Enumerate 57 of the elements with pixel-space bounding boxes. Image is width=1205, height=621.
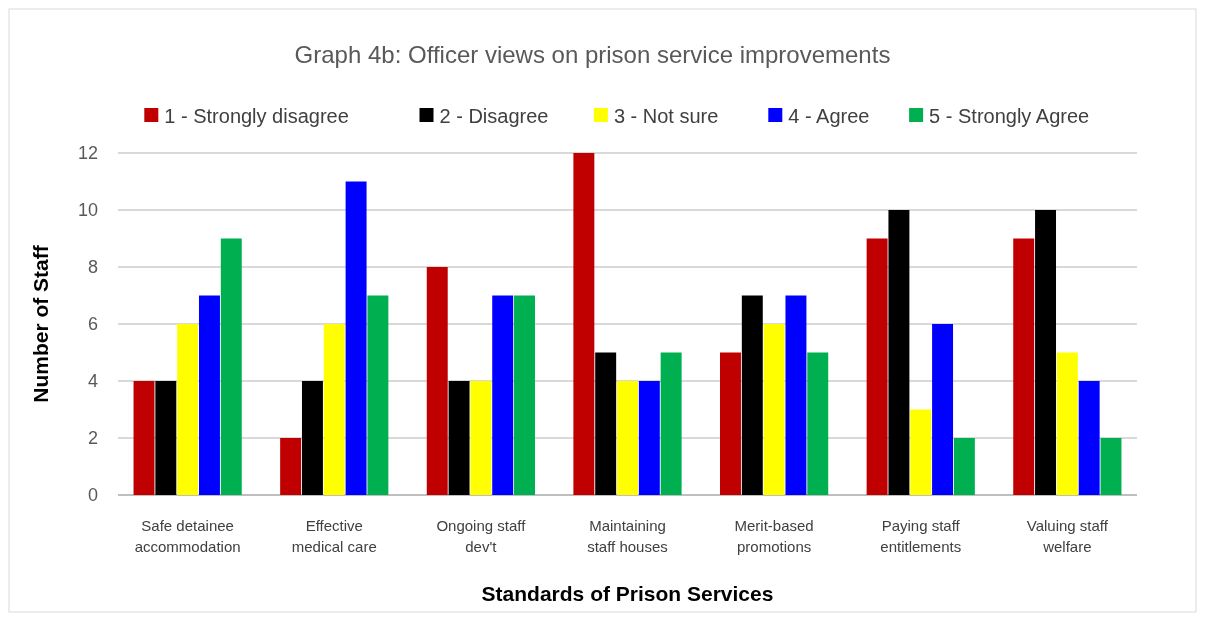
bar xyxy=(1100,438,1122,495)
y-tick-label: 2 xyxy=(87,428,98,449)
y-tick-label: 0 xyxy=(87,485,98,506)
bar xyxy=(660,352,682,495)
legend-label: 4 - Agree xyxy=(788,105,870,127)
legend-label: 5 - Strongly Agree xyxy=(929,105,1090,127)
x-tick-label: Safe detainee accommodation xyxy=(134,517,241,555)
bar xyxy=(617,381,638,495)
bar xyxy=(367,295,389,495)
bar xyxy=(807,352,829,495)
bar xyxy=(426,267,448,495)
bar xyxy=(1013,238,1035,495)
bar xyxy=(198,295,220,495)
bar xyxy=(595,352,617,495)
x-axis-title: Standards of Prison Services xyxy=(481,582,774,605)
bar xyxy=(470,381,492,495)
bar xyxy=(133,381,155,495)
bar xyxy=(638,381,660,495)
bar xyxy=(448,381,470,495)
y-tick-label: 6 xyxy=(87,314,98,335)
x-tick-label: Effective medical care xyxy=(291,517,377,555)
y-axis-title: Number of Staff xyxy=(29,244,52,403)
bar xyxy=(301,381,323,495)
chart-title: Graph 4b: Officer views on prison service improvements xyxy=(294,41,891,68)
x-tick-label: Paying staff entitlements xyxy=(880,517,962,555)
bar xyxy=(720,352,741,495)
y-tick-label: 10 xyxy=(77,200,98,221)
bar xyxy=(741,295,763,495)
bar xyxy=(785,295,807,495)
bar xyxy=(1078,381,1100,495)
bar xyxy=(953,438,975,495)
bar xyxy=(932,324,954,495)
bar xyxy=(573,153,595,495)
bar xyxy=(866,238,888,495)
legend-label: 2 - Disagree xyxy=(439,105,549,127)
bar xyxy=(888,210,910,495)
bar xyxy=(345,181,367,495)
y-tick-label: 8 xyxy=(87,257,98,278)
y-tick-label: 4 xyxy=(87,371,98,392)
x-tick-label: Ongoing staff dev't xyxy=(436,517,527,555)
x-tick-label: Merit-based promotions xyxy=(734,517,814,555)
x-tick-label: Maintaining staff houses xyxy=(587,517,668,555)
bar xyxy=(763,324,785,495)
x-tick-label: Valuing staff welfare xyxy=(1026,517,1109,555)
bar xyxy=(280,438,302,495)
bar xyxy=(910,409,932,495)
legend-label: 1 - Strongly disagree xyxy=(164,105,349,127)
bar xyxy=(492,295,514,495)
bar xyxy=(514,295,535,495)
y-tick-label: 12 xyxy=(77,143,98,164)
bar xyxy=(177,324,199,495)
bar xyxy=(1035,210,1057,495)
legend-label: 3 - Not sure xyxy=(613,105,719,127)
bar xyxy=(323,324,345,495)
bar xyxy=(220,238,242,495)
bar xyxy=(1056,352,1078,495)
bar xyxy=(155,381,177,495)
